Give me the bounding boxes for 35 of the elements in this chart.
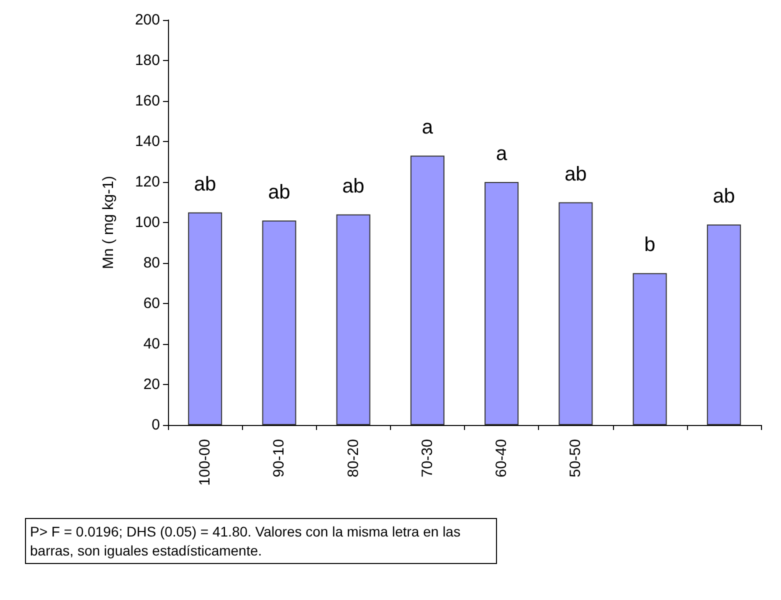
y-axis-title: Mn ( mg kg-1)	[100, 176, 117, 270]
data-label: a	[496, 143, 508, 165]
data-label: ab	[342, 175, 364, 198]
y-tick-label: 120	[134, 174, 160, 190]
y-tick-label: 180	[134, 52, 160, 69]
data-label: ab	[712, 186, 736, 208]
y-tick-label: 100	[134, 214, 160, 231]
data-label: ab	[194, 173, 216, 196]
y-tick-label: 20	[143, 376, 160, 393]
bar	[410, 156, 444, 425]
text: P> F = 0.0196; DHS (0.05) = 41.80. Valores con la misma letra en las barras, son iguales estadísticamente.	[30, 524, 464, 558]
x-tick-label: 90-10	[270, 439, 288, 478]
y-tick-label: 60	[143, 295, 160, 312]
x-tick-label: 80-20	[344, 439, 362, 478]
y-tick-label: 80	[143, 254, 160, 272]
x-tick-label: 50-50	[567, 439, 584, 478]
bar	[336, 214, 370, 425]
y-tick-label: 140	[134, 133, 160, 150]
y-tick-label: 200	[134, 12, 160, 28]
data-label: ab	[564, 163, 587, 186]
y-tick-label: 160	[134, 92, 160, 110]
bar	[188, 212, 222, 425]
bar	[558, 202, 593, 425]
data-label: a	[422, 116, 434, 139]
bar	[262, 220, 296, 425]
bar	[632, 273, 667, 425]
x-tick-label: 60-40	[493, 439, 510, 478]
data-label: b	[644, 234, 656, 256]
data-label: ab	[268, 181, 290, 204]
y-tick-label: 40	[143, 336, 160, 352]
x-tick-label: 70-30	[418, 439, 436, 478]
y-tick-label: 0	[152, 416, 160, 434]
bar	[484, 182, 519, 425]
x-tick-label: 100-00	[196, 439, 214, 486]
bar	[706, 224, 741, 425]
